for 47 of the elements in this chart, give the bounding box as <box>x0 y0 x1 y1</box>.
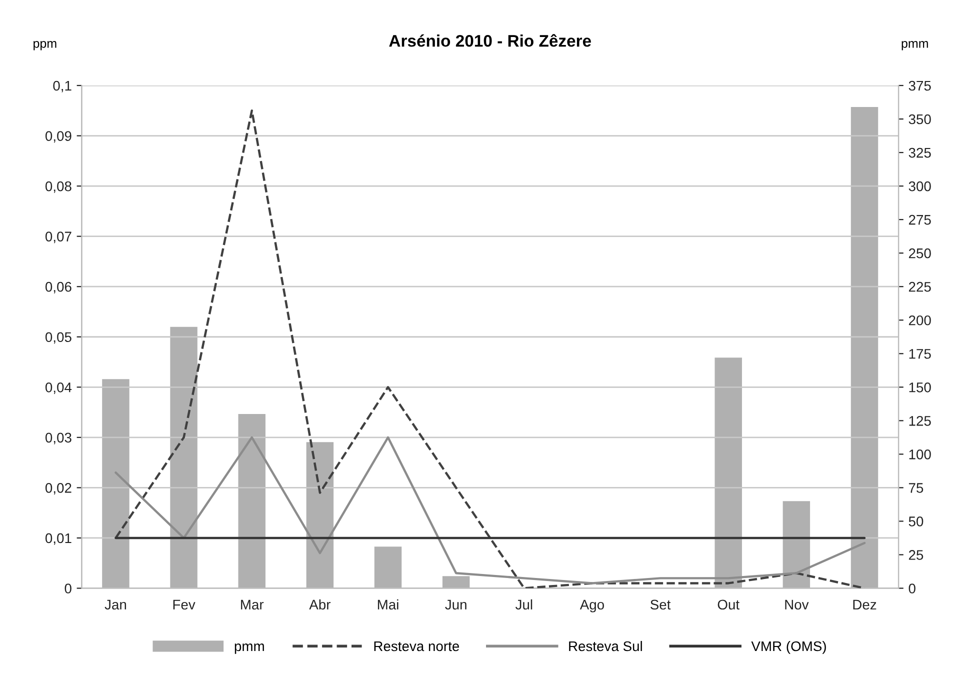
y2-tick-label: 325 <box>908 148 931 158</box>
y2-tick-label: 25 <box>908 550 924 560</box>
x-tick-label: Out <box>718 600 740 610</box>
x-tick-label: Jan <box>104 600 126 610</box>
y2-tick-label: 75 <box>908 483 924 493</box>
x-tick-label: Nov <box>785 600 809 610</box>
y2-tick-label: 375 <box>908 80 931 91</box>
y2-tick-label: 250 <box>908 248 931 258</box>
x-tick-label: Jul <box>515 599 532 610</box>
line-series <box>114 436 866 584</box>
y-tick-label: 0,1 <box>53 80 72 92</box>
y-tick-label: 0,06 <box>45 282 72 294</box>
y-tick-label: 0,02 <box>45 483 72 494</box>
y-axis-title: ppm <box>34 40 56 50</box>
y2-tick-label: 200 <box>908 315 931 326</box>
y-tick-label: 0,09 <box>45 131 72 143</box>
y2-tick-label: 275 <box>908 214 931 225</box>
y-tick-label: 0,04 <box>45 382 72 394</box>
x-tick-label: Jun <box>445 600 466 610</box>
y2-tick-label: 100 <box>909 450 931 460</box>
x-tick-label: Ago <box>580 600 604 612</box>
x-tick-label: Mar <box>241 600 264 610</box>
y2-tick-label: 175 <box>909 349 931 359</box>
legend-label: VMR (OMS) <box>751 640 826 654</box>
y-tick-label: 0,08 <box>45 181 72 193</box>
legend-label: Resteva norte <box>374 641 460 652</box>
y-tick-label: 0,05 <box>45 332 72 344</box>
y-tick-label: 0 <box>64 584 72 594</box>
y2-tick-label: 0 <box>908 584 916 594</box>
y-tick-label: 0,01 <box>45 533 72 545</box>
chart-title: Arsénio 2010 - Rio Zêzere <box>389 34 591 47</box>
y2-tick-label: 300 <box>908 181 931 192</box>
y2-tick-label: 225 <box>908 282 931 292</box>
x-tick-label: Fev <box>173 600 196 610</box>
y2-tick-label: 50 <box>908 516 924 526</box>
legend-label: pmm <box>234 644 264 654</box>
y-tick-label: 0,03 <box>45 432 72 444</box>
legend-label: Resteva Sul <box>569 640 642 652</box>
y2-tick-label: 125 <box>909 416 931 426</box>
x-tick-label: Dez <box>853 600 876 610</box>
y2-tick-label: 350 <box>908 114 931 124</box>
x-tick-label: Mai <box>378 599 398 610</box>
x-tick-label: Abr <box>309 599 331 610</box>
y2-tick-label: 150 <box>909 382 931 392</box>
y2-axis-title: pmm <box>902 40 928 50</box>
y-tick-label: 0,07 <box>45 232 72 244</box>
x-tick-label: Set <box>650 600 671 610</box>
